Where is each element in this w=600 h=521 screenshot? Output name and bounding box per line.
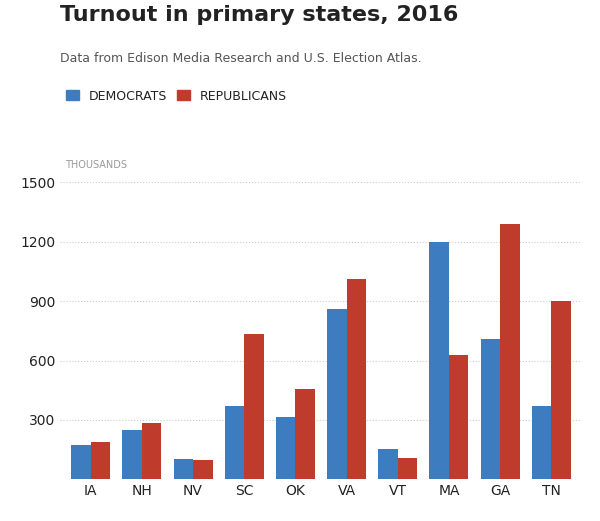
Bar — [500, 224, 520, 479]
Bar — [244, 334, 263, 479]
Bar — [225, 406, 244, 479]
Legend: DEMOCRATS, REPUBLICANS: DEMOCRATS, REPUBLICANS — [66, 90, 287, 103]
Bar — [295, 389, 315, 479]
Bar — [193, 460, 212, 479]
Bar — [379, 449, 398, 479]
Bar — [91, 442, 110, 479]
Bar — [430, 242, 449, 479]
Bar — [122, 430, 142, 479]
Bar — [347, 279, 366, 479]
Bar — [276, 417, 295, 479]
Text: Data from Edison Media Research and U.S. Election Atlas.: Data from Edison Media Research and U.S.… — [60, 52, 422, 65]
Bar — [532, 406, 551, 479]
Bar — [551, 301, 571, 479]
Text: Turnout in primary states, 2016: Turnout in primary states, 2016 — [60, 5, 458, 25]
Bar — [327, 309, 347, 479]
Bar — [71, 445, 91, 479]
Bar — [449, 355, 469, 479]
Bar — [173, 458, 193, 479]
Bar — [398, 457, 417, 479]
Bar — [481, 339, 500, 479]
Bar — [142, 423, 161, 479]
Text: THOUSANDS: THOUSANDS — [65, 160, 127, 170]
